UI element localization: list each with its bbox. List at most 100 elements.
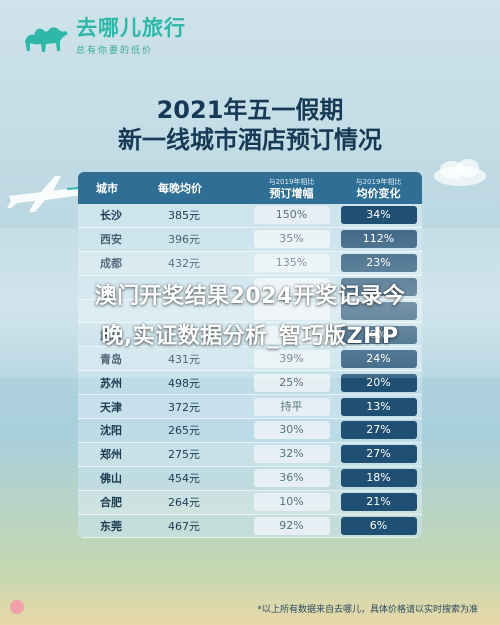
cell-avg: 13%	[335, 397, 422, 416]
cell-booking	[248, 325, 335, 344]
avg-price-change-pill	[340, 302, 417, 320]
overlay-title-line2: 晚,实证数据分析_智巧版ZHP	[101, 324, 399, 349]
cell-avg: 18%	[335, 469, 422, 488]
cell-booking	[248, 302, 335, 320]
avg-price-change-pill: 6%	[340, 517, 417, 536]
cell-avg: 23%	[335, 254, 422, 273]
table-row: 佛山 454元 36% 18%	[78, 466, 422, 491]
cell-booking: 32%	[248, 445, 335, 464]
avg-price-change-pill: 23%	[340, 254, 417, 273]
booking-change-pill: 39%	[253, 349, 330, 368]
table-row: 长沙 385元 150% 34%	[78, 204, 422, 228]
cell-city: 佛山	[100, 472, 122, 486]
cell-city: 西安	[78, 231, 148, 247]
cell-avg: 34%	[335, 206, 422, 225]
cell-price: 275元	[168, 448, 200, 462]
cell-price: 431元	[148, 351, 248, 367]
cell-booking: 39%	[248, 349, 335, 368]
cell-avg: 27%	[335, 445, 422, 464]
header-booking-label: 预订增幅	[269, 186, 314, 200]
cell-price: 454元	[168, 472, 200, 486]
brand-slogan: 总有你要的低价	[76, 46, 154, 56]
booking-change-pill: 30%	[253, 421, 330, 440]
booking-change-pill: 36%	[253, 469, 330, 488]
header-avg: 与2019年相比 均价变化	[335, 177, 422, 200]
booking-change-pill: 135%	[253, 254, 330, 273]
avg-price-change-pill: 13%	[340, 397, 417, 416]
booking-change-pill: 25%	[253, 373, 330, 392]
cell-city: 青岛	[78, 351, 148, 367]
cell-booking: 150%	[248, 206, 335, 225]
cell-booking: 135%	[248, 254, 335, 273]
cell-avg	[335, 302, 422, 320]
cell-avg: 112%	[335, 230, 422, 249]
avg-price-change-pill: 18%	[340, 469, 417, 488]
cell-avg: 20%	[335, 373, 422, 392]
camel-icon	[25, 27, 68, 52]
footnote: *以上所有数据来自去哪儿，具体价格请以实时搜索为准	[257, 605, 478, 615]
avg-price-change-pill: 27%	[340, 421, 417, 440]
table-row: 沈阳 265元 30% 27%	[78, 419, 422, 443]
flower-decoration	[10, 600, 24, 614]
cell-avg: 6%	[335, 517, 422, 536]
table-header: 城市 每晚均价 与2019年相比 预订增幅 与2019年相比 均价变化	[78, 172, 422, 204]
overlay-band	[0, 228, 500, 378]
cell-city: 天津	[100, 400, 122, 414]
table-row: 成都432元 135% 23%	[78, 251, 422, 276]
booking-change-pill	[253, 278, 330, 297]
table-body: 长沙 385元 150% 34% 西安396元 35% 112% 成都432元 135% 23% 武…	[78, 204, 422, 539]
avg-price-change-pill: 112%	[340, 230, 417, 249]
cell-city: 武汉	[78, 327, 148, 343]
cell-booking: 10%	[248, 493, 335, 512]
cell-booking: 36%	[248, 469, 335, 488]
header-booking: 与2019年相比 预订增幅	[248, 177, 335, 200]
hotel-booking-table: 城市 每晚均价 与2019年相比 预订增幅 与2019年相比 均价变化 长沙 38…	[78, 172, 422, 539]
header-booking-sub: 与2019年相比	[268, 177, 315, 186]
cell-avg: 27%	[335, 421, 422, 440]
avg-price-change-pill: 20%	[340, 373, 417, 392]
cloud-icon	[434, 159, 486, 186]
cell-booking: 持平	[248, 397, 335, 416]
cell-avg: 24%	[335, 349, 422, 368]
avg-price-change-pill: 34%	[340, 206, 417, 225]
cell-booking: 25%	[248, 373, 335, 392]
cell-price: 432元	[148, 255, 248, 271]
table-row: 武汉 8%	[78, 323, 422, 348]
airplane-icon	[7, 176, 91, 212]
booking-change-pill: 35%	[253, 230, 330, 249]
avg-price-change-pill: 8%	[340, 325, 417, 344]
cell-city: 东莞	[100, 520, 122, 534]
page-title-line2: 新一线城市酒店预订情况	[118, 126, 382, 154]
table-row	[78, 275, 422, 300]
cell-price: 396元	[148, 231, 248, 247]
cell-price: 385元	[168, 209, 200, 223]
cell-avg: 21%	[335, 493, 422, 512]
cell-avg: 8%	[335, 325, 422, 344]
table-row: 西安396元 35% 112%	[78, 227, 422, 252]
cell-city: 合肥	[100, 496, 122, 510]
cell-booking	[248, 278, 335, 297]
brand-logo: 去哪儿旅行 总有你要的低价	[22, 18, 186, 56]
booking-change-pill	[253, 325, 330, 344]
cell-city: 沈阳	[100, 424, 122, 438]
avg-price-change-pill	[340, 278, 417, 297]
header-price: 每晚均价	[158, 182, 202, 195]
header-city: 城市	[96, 182, 118, 195]
header-avg-label: 均价变化	[356, 186, 401, 200]
avg-price-change-pill: 24%	[340, 349, 417, 368]
cell-price: 467元	[168, 520, 200, 534]
cell-booking: 92%	[248, 517, 335, 536]
avg-price-change-pill: 21%	[340, 493, 417, 512]
booking-change-pill: 32%	[253, 445, 330, 464]
table-row: 天津 372元 持平 13%	[78, 395, 422, 420]
page-title-line1: 2021年五一假期	[156, 96, 344, 124]
booking-change-pill: 持平	[253, 397, 330, 416]
cell-city: 苏州	[100, 376, 122, 390]
overlay-title-line1: 澳门开奖结果2024开奖记录今	[94, 284, 406, 309]
header-avg-sub: 与2019年相比	[355, 177, 402, 186]
table-row: 青岛431元 39% 24%	[78, 347, 422, 372]
cell-price: 372元	[168, 400, 200, 414]
table-row: 郑州 275元 32% 27%	[78, 442, 422, 467]
table-row: 东莞 467元 92% 6%	[78, 514, 422, 539]
cell-price: 498元	[168, 376, 200, 390]
